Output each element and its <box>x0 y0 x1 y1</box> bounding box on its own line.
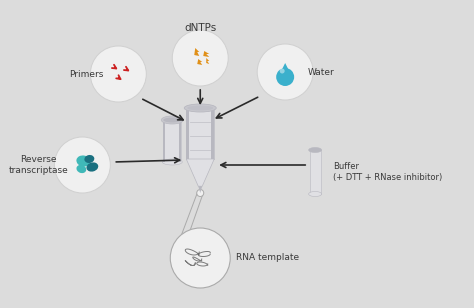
Text: RNA template: RNA template <box>236 253 300 262</box>
Polygon shape <box>310 150 320 194</box>
Circle shape <box>280 68 285 74</box>
Polygon shape <box>186 159 214 186</box>
Polygon shape <box>198 186 202 193</box>
Text: dNTPs: dNTPs <box>184 23 216 33</box>
Ellipse shape <box>187 106 213 111</box>
Text: Primers: Primers <box>69 70 103 79</box>
Circle shape <box>276 68 294 86</box>
Polygon shape <box>197 59 202 65</box>
Polygon shape <box>194 48 199 56</box>
Ellipse shape <box>163 117 181 123</box>
Ellipse shape <box>162 159 182 165</box>
Ellipse shape <box>86 162 98 172</box>
Polygon shape <box>211 108 214 159</box>
Circle shape <box>55 137 110 193</box>
Ellipse shape <box>84 155 94 163</box>
Ellipse shape <box>309 192 322 197</box>
Polygon shape <box>203 51 209 57</box>
Polygon shape <box>163 120 181 162</box>
Ellipse shape <box>76 156 91 167</box>
Polygon shape <box>186 108 214 159</box>
Ellipse shape <box>161 116 183 124</box>
Polygon shape <box>163 120 165 162</box>
Text: Reverse
transcriptase: Reverse transcriptase <box>9 155 68 175</box>
Ellipse shape <box>76 165 86 173</box>
Text: Buffer
(+ DTT + RNase inhibitor): Buffer (+ DTT + RNase inhibitor) <box>333 162 442 182</box>
Polygon shape <box>179 120 181 162</box>
Polygon shape <box>278 63 292 77</box>
Ellipse shape <box>184 104 216 112</box>
Circle shape <box>257 44 313 100</box>
Circle shape <box>91 46 146 102</box>
Ellipse shape <box>309 148 322 152</box>
Text: Water: Water <box>308 67 335 76</box>
Circle shape <box>197 189 204 197</box>
Circle shape <box>172 30 228 86</box>
Polygon shape <box>186 108 189 159</box>
Circle shape <box>170 228 230 288</box>
Polygon shape <box>206 58 209 64</box>
